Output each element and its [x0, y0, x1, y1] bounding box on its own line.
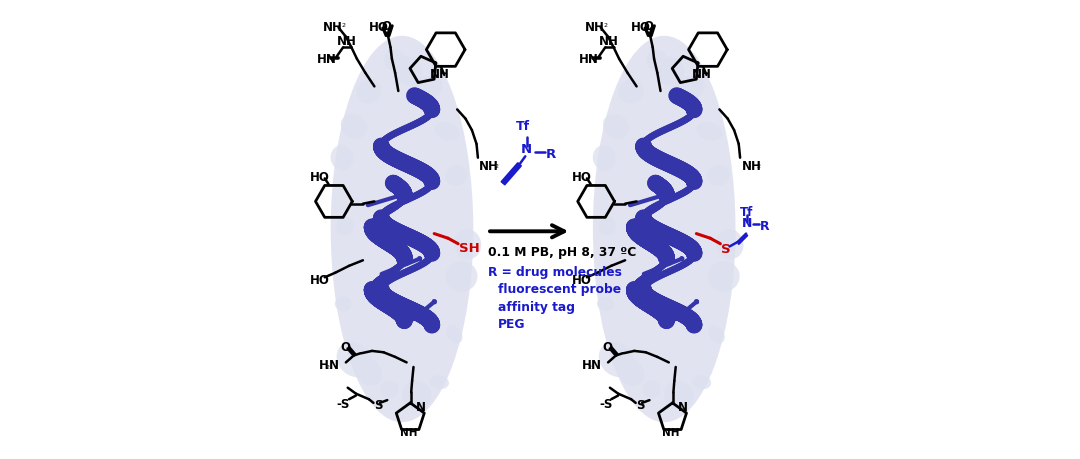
- Text: H: H: [581, 358, 591, 371]
- Text: N: N: [521, 143, 531, 156]
- Text: $_2$: $_2$: [604, 21, 609, 30]
- Text: NH: NH: [480, 160, 499, 173]
- Ellipse shape: [707, 166, 730, 186]
- Text: affinity tag: affinity tag: [498, 300, 576, 313]
- Ellipse shape: [446, 326, 462, 343]
- Text: PEG: PEG: [498, 318, 526, 330]
- Ellipse shape: [430, 375, 449, 389]
- Text: R: R: [546, 147, 556, 160]
- Text: NH: NH: [692, 68, 712, 81]
- Text: N: N: [678, 400, 688, 413]
- Text: Tf: Tf: [740, 206, 754, 218]
- Ellipse shape: [597, 297, 615, 312]
- Ellipse shape: [355, 358, 382, 386]
- Text: NH: NH: [430, 68, 449, 81]
- Ellipse shape: [697, 123, 721, 141]
- Text: $_2$: $_2$: [341, 21, 347, 30]
- Text: N: N: [328, 358, 338, 371]
- Ellipse shape: [454, 230, 482, 260]
- Ellipse shape: [402, 381, 431, 409]
- Ellipse shape: [445, 262, 477, 292]
- Text: $_2$: $_2$: [756, 162, 761, 171]
- Ellipse shape: [618, 358, 644, 386]
- Ellipse shape: [337, 342, 373, 377]
- Ellipse shape: [409, 77, 443, 101]
- Ellipse shape: [598, 342, 634, 377]
- Text: SH: SH: [459, 241, 480, 254]
- Ellipse shape: [335, 297, 352, 312]
- Ellipse shape: [664, 381, 693, 409]
- Text: $_2$: $_2$: [325, 363, 330, 372]
- Text: fluorescent probe: fluorescent probe: [498, 283, 621, 296]
- Text: HN: HN: [316, 53, 337, 66]
- Ellipse shape: [336, 218, 353, 236]
- Ellipse shape: [356, 80, 381, 104]
- Ellipse shape: [330, 37, 473, 422]
- Text: N: N: [591, 358, 600, 371]
- Ellipse shape: [619, 80, 644, 104]
- Ellipse shape: [341, 115, 367, 140]
- Text: HO: HO: [572, 274, 592, 286]
- Ellipse shape: [384, 50, 405, 72]
- Text: H: H: [320, 358, 329, 371]
- Text: -S: -S: [337, 397, 350, 410]
- Text: O: O: [644, 20, 653, 33]
- Text: S: S: [636, 398, 645, 411]
- Ellipse shape: [593, 37, 735, 422]
- Ellipse shape: [654, 58, 685, 86]
- Text: O: O: [381, 20, 391, 33]
- Text: Tf: Tf: [515, 120, 529, 133]
- Text: N: N: [742, 217, 752, 230]
- Text: NH: NH: [337, 35, 356, 48]
- Text: $_2$: $_2$: [588, 363, 593, 372]
- Text: NH: NH: [742, 160, 761, 173]
- Ellipse shape: [445, 166, 468, 186]
- Text: NH: NH: [662, 427, 680, 437]
- Ellipse shape: [434, 123, 460, 141]
- Ellipse shape: [593, 146, 616, 171]
- Text: O: O: [603, 340, 612, 353]
- Ellipse shape: [380, 381, 399, 398]
- Ellipse shape: [643, 381, 661, 398]
- Ellipse shape: [646, 50, 667, 72]
- Ellipse shape: [330, 146, 353, 171]
- Text: HO: HO: [310, 170, 329, 183]
- Ellipse shape: [692, 375, 711, 389]
- Text: NH: NH: [599, 35, 619, 48]
- Text: R = drug molecules: R = drug molecules: [488, 265, 622, 278]
- Text: S: S: [721, 242, 731, 255]
- Text: HN: HN: [579, 53, 599, 66]
- Text: S: S: [375, 398, 383, 411]
- Ellipse shape: [603, 115, 630, 140]
- Text: HO: HO: [631, 21, 651, 34]
- Text: 0.1 M PB, pH 8, 37 ºC: 0.1 M PB, pH 8, 37 ºC: [488, 245, 637, 258]
- Text: O: O: [340, 340, 350, 353]
- Text: NH: NH: [585, 21, 605, 34]
- Text: HO: HO: [369, 21, 389, 34]
- Ellipse shape: [707, 262, 740, 292]
- Ellipse shape: [672, 77, 705, 101]
- Ellipse shape: [598, 218, 616, 236]
- Text: NH: NH: [401, 427, 418, 437]
- Text: NH: NH: [323, 21, 342, 34]
- Ellipse shape: [708, 326, 725, 343]
- Text: R: R: [759, 220, 769, 233]
- Text: HO: HO: [310, 274, 329, 286]
- Text: HO: HO: [572, 170, 592, 183]
- Text: $_2$: $_2$: [494, 162, 499, 171]
- Ellipse shape: [393, 58, 422, 86]
- Text: N: N: [416, 400, 426, 413]
- Text: -S: -S: [599, 397, 612, 410]
- Ellipse shape: [716, 230, 743, 260]
